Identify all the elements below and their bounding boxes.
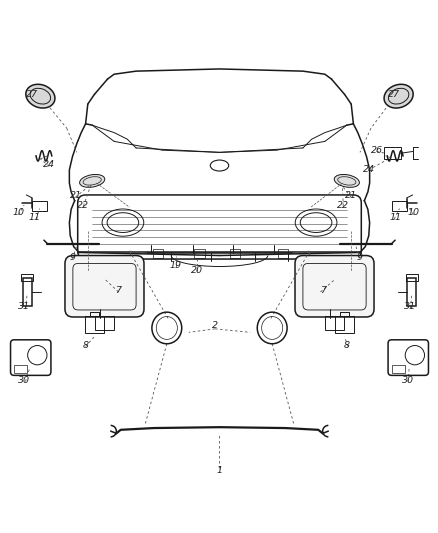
Text: 22: 22 [336, 200, 349, 209]
Text: 1: 1 [216, 466, 222, 475]
Text: 21: 21 [344, 191, 357, 200]
Bar [21, 274, 33, 281]
Text: 2: 2 [212, 321, 218, 330]
FancyBboxPatch shape [65, 255, 144, 317]
Ellipse shape [383, 84, 412, 108]
Bar [95, 316, 114, 330]
Text: 31: 31 [18, 302, 30, 311]
Text: 9: 9 [356, 253, 362, 262]
Bar [406, 278, 415, 306]
Bar [405, 274, 417, 281]
Text: 10: 10 [406, 208, 419, 217]
Text: 8: 8 [343, 341, 349, 350]
FancyBboxPatch shape [294, 255, 373, 317]
Text: 27: 27 [387, 90, 399, 99]
Text: 10: 10 [12, 208, 25, 217]
Text: 8: 8 [82, 341, 88, 350]
Text: 31: 31 [403, 302, 416, 311]
Bar [32, 200, 46, 211]
Text: 9: 9 [69, 253, 75, 262]
Bar [229, 249, 240, 258]
Text: 19: 19 [169, 261, 181, 270]
Text: 7: 7 [115, 286, 121, 295]
Bar [277, 249, 288, 258]
Text: 11: 11 [388, 213, 400, 222]
Ellipse shape [333, 174, 359, 187]
Text: 7: 7 [319, 286, 325, 295]
Text: 21: 21 [69, 191, 81, 200]
Bar [14, 365, 27, 373]
Text: 26: 26 [370, 146, 382, 155]
Text: 22: 22 [77, 200, 89, 209]
Ellipse shape [79, 174, 105, 187]
Bar [391, 365, 404, 373]
Bar [152, 249, 163, 258]
Text: 24: 24 [43, 160, 55, 169]
Bar [85, 316, 104, 333]
Text: 24: 24 [362, 165, 374, 174]
Text: 27: 27 [25, 90, 38, 99]
Bar [383, 147, 400, 159]
Bar [324, 316, 343, 330]
Bar [194, 249, 205, 258]
Ellipse shape [26, 84, 55, 108]
Text: 30: 30 [18, 376, 30, 385]
Bar [334, 316, 353, 333]
Bar [392, 200, 406, 211]
Text: 20: 20 [190, 265, 202, 274]
Bar [23, 278, 32, 306]
Text: 11: 11 [28, 213, 40, 222]
Text: 30: 30 [401, 376, 413, 385]
